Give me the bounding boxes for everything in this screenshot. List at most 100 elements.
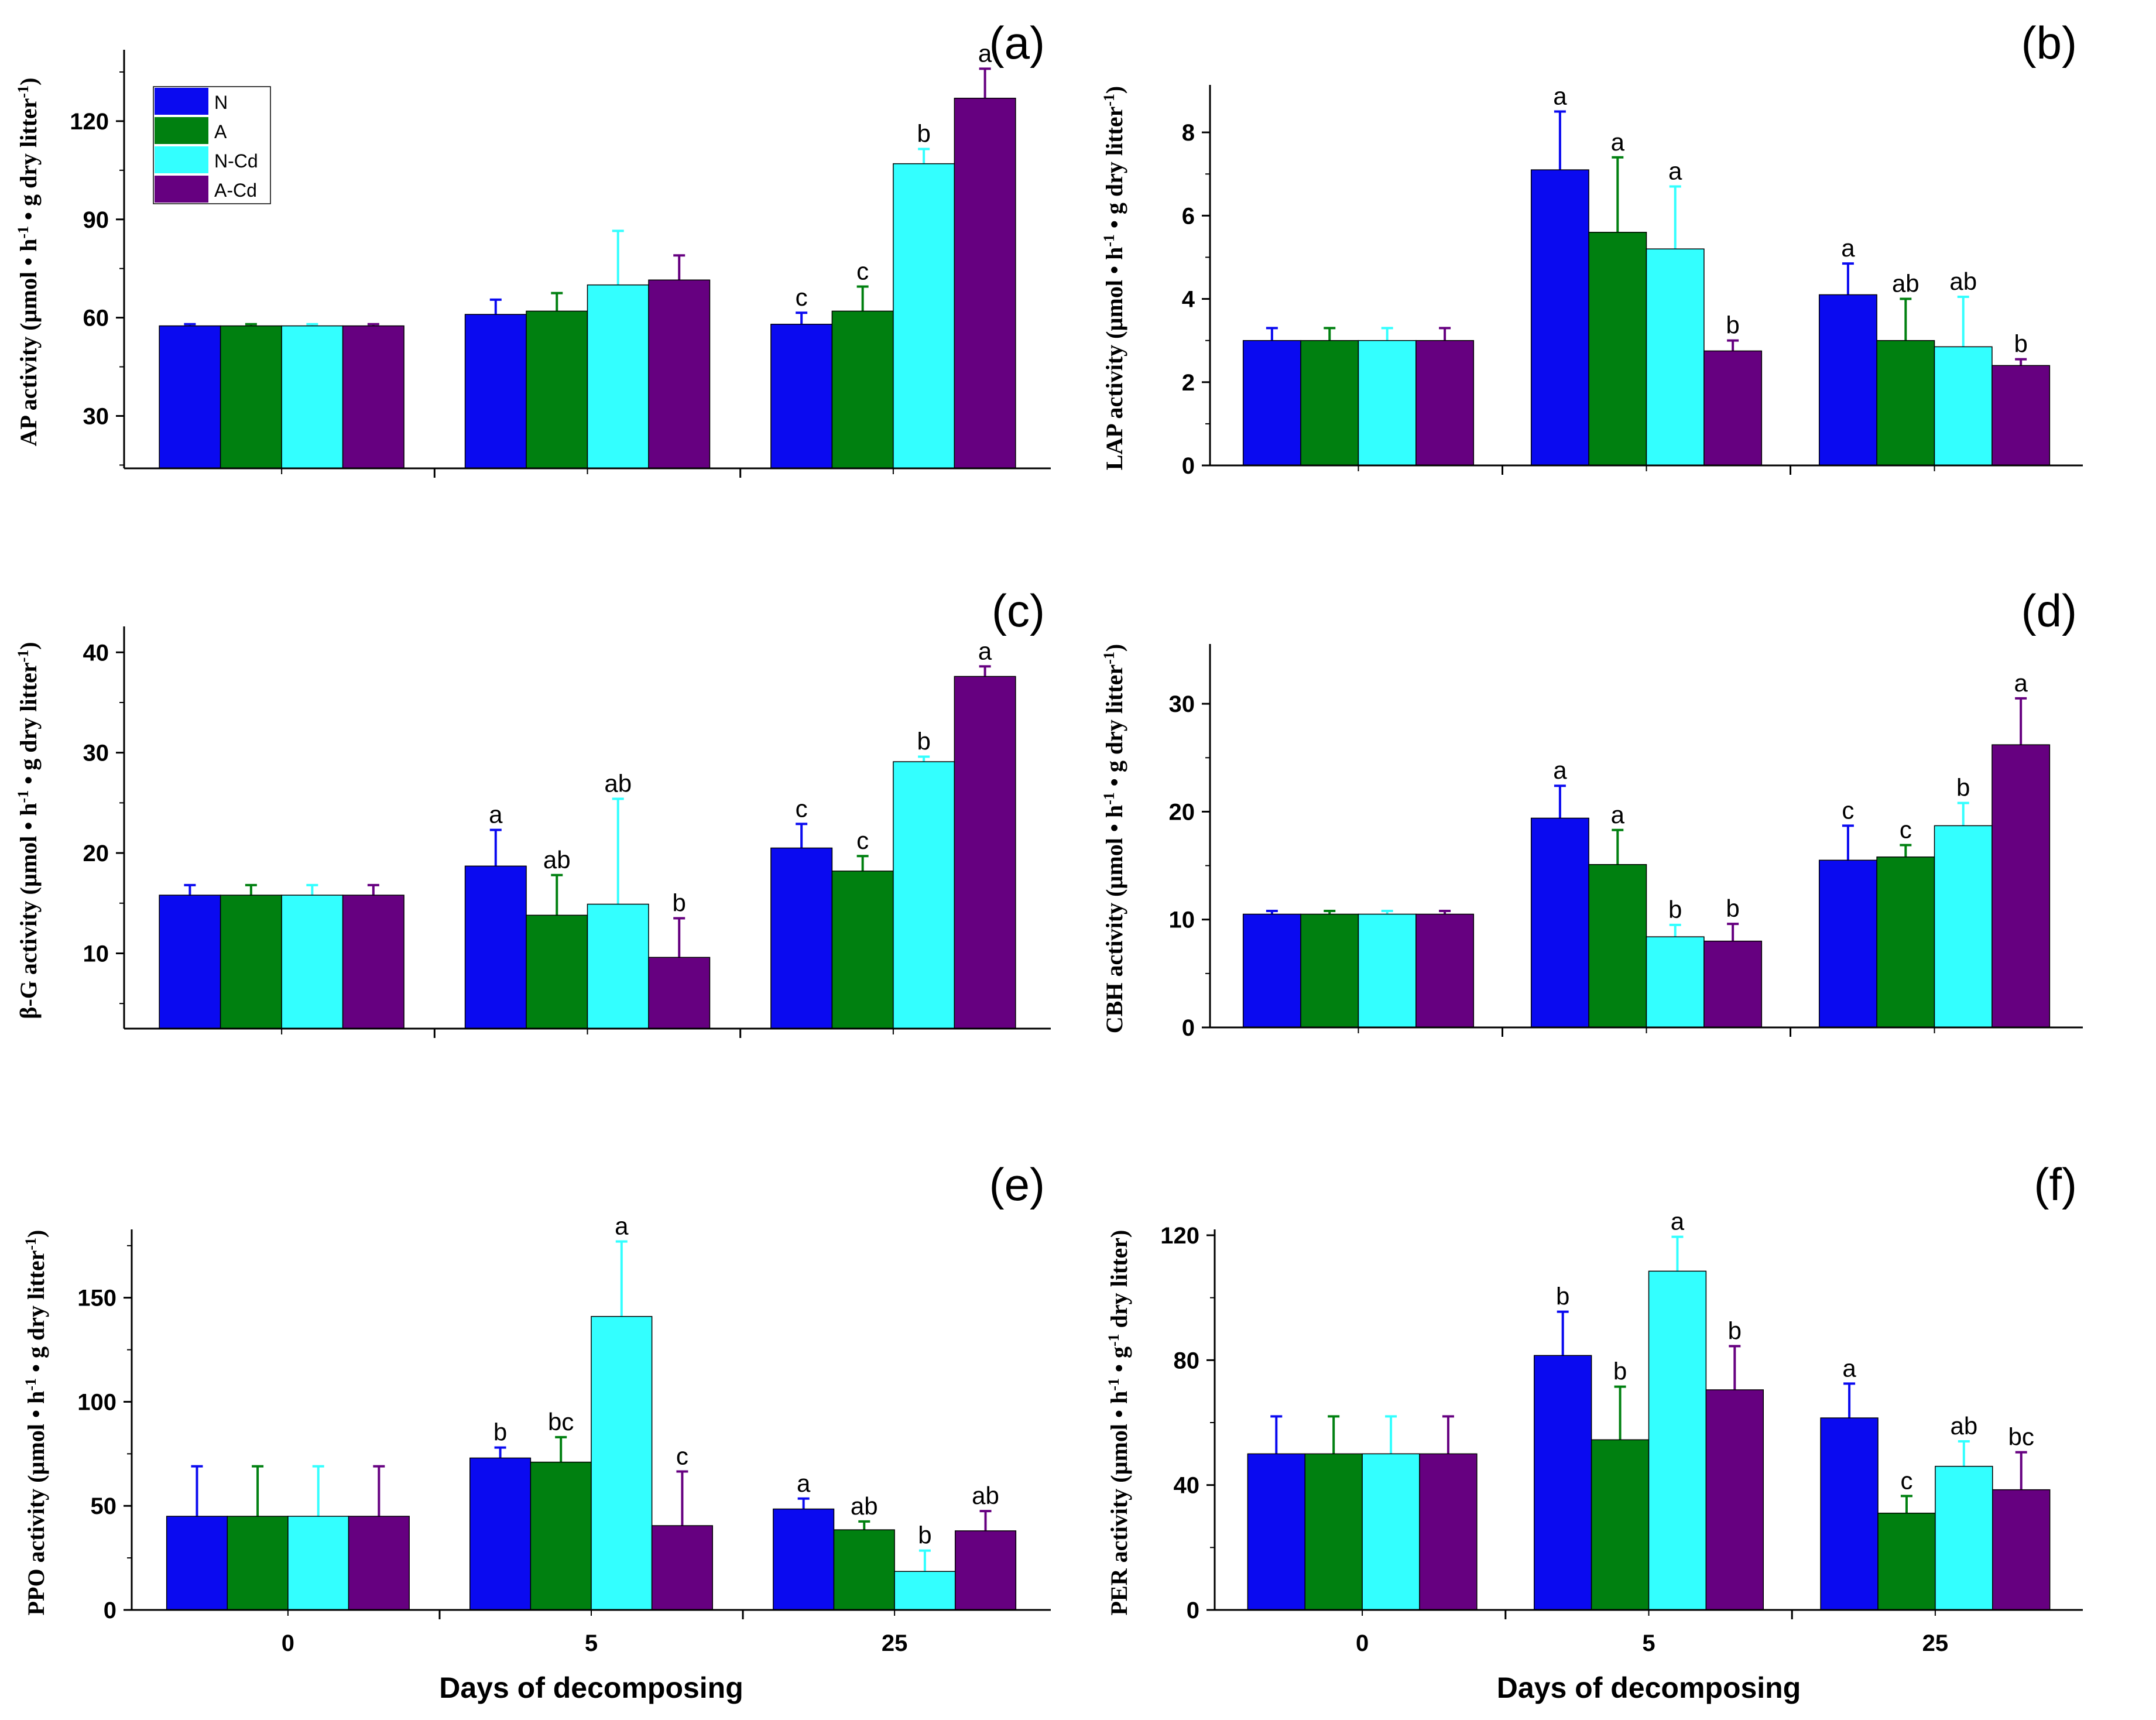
- significance-letter: bc: [2008, 1423, 2034, 1451]
- legend-swatch: [155, 117, 208, 144]
- y-tick-label: 0: [1187, 1598, 1199, 1623]
- panel-label: (a): [989, 17, 1045, 68]
- bar: [1992, 744, 2051, 1028]
- ylabel-superscript: -1: [15, 85, 32, 98]
- significance-letter: ab: [1892, 270, 1920, 297]
- bar: [587, 284, 649, 469]
- bar: [1648, 1270, 1707, 1611]
- x-tick-label: 5: [1642, 1630, 1655, 1656]
- bar: [1820, 1417, 1879, 1611]
- bar: [1530, 817, 1589, 1028]
- ylabel-part: ): [1101, 644, 1127, 652]
- y-tick-label: 2: [1182, 370, 1195, 396]
- significance-letter: ab: [972, 1482, 999, 1509]
- y-tick-label: 80: [1174, 1348, 1200, 1373]
- bar: [833, 1529, 895, 1611]
- significance-letter: c: [1900, 816, 1912, 844]
- y-tick-label: 20: [1169, 799, 1195, 825]
- significance-letter: b: [917, 728, 930, 755]
- bar: [1818, 294, 1877, 466]
- ylabel-part: PPO activity (µmol • h: [23, 1391, 49, 1616]
- bar: [1415, 340, 1475, 466]
- bar: [648, 957, 711, 1029]
- ylabel-part: • g: [1106, 1346, 1132, 1378]
- panel-label: (c): [992, 585, 1045, 636]
- bar: [530, 1461, 592, 1611]
- bar: [1358, 340, 1417, 466]
- significance-letter: c: [856, 827, 869, 854]
- ylabel-superscript: -1: [1101, 792, 1118, 805]
- significance-letter: ab: [543, 846, 571, 873]
- significance-letter: a: [978, 39, 992, 67]
- ylabel-superscript: -1: [1101, 94, 1118, 107]
- bar: [166, 1516, 228, 1611]
- significance-letter: c: [796, 794, 808, 822]
- ylabel-part: dry litter): [1106, 1230, 1132, 1334]
- y-tick-label: 0: [104, 1598, 116, 1623]
- ylabel-part: • g dry litter: [15, 662, 42, 790]
- bar: [1935, 1465, 1993, 1611]
- significance-letter: a: [1553, 83, 1567, 110]
- bar: [1876, 340, 1935, 466]
- bar: [1533, 1355, 1592, 1611]
- bar: [1419, 1453, 1478, 1611]
- significance-letter: b: [1726, 895, 1739, 922]
- panel-label: (e): [989, 1159, 1045, 1210]
- significance-letter: b: [1956, 774, 1970, 801]
- bar: [1242, 913, 1301, 1028]
- legend-swatch: [155, 176, 208, 203]
- ylabel-superscript: -1: [15, 650, 32, 663]
- bar: [1992, 1489, 2051, 1611]
- bar: [1588, 864, 1647, 1028]
- bar: [831, 871, 894, 1029]
- bar: [770, 847, 833, 1029]
- bar: [1415, 913, 1475, 1028]
- bar: [464, 865, 527, 1029]
- y-tick-label: 40: [1174, 1473, 1200, 1499]
- bar: [281, 325, 344, 469]
- significance-letter: b: [493, 1419, 507, 1446]
- y-tick-label: 120: [1160, 1223, 1199, 1249]
- y-tick-label: 100: [77, 1389, 116, 1415]
- panel-label: (f): [2034, 1159, 2077, 1210]
- bar: [1934, 825, 1993, 1028]
- bar: [894, 1571, 956, 1611]
- x-tick-label: 25: [882, 1630, 908, 1656]
- bar: [954, 1530, 1017, 1611]
- y-tick-label: 150: [77, 1286, 116, 1311]
- y-tick-label: 90: [83, 207, 109, 233]
- y-tick-label: 30: [83, 403, 109, 429]
- panel-label: (b): [2021, 17, 2077, 68]
- ylabel-part: • g dry litter: [15, 98, 42, 226]
- bar: [1818, 859, 1877, 1028]
- ylabel-part: ): [15, 78, 42, 85]
- significance-letter: a: [1841, 234, 1855, 262]
- y-tick-label: 0: [1182, 1015, 1195, 1041]
- ylabel-superscript: -1: [15, 790, 32, 803]
- significance-letter: c: [676, 1443, 688, 1470]
- significance-letter: b: [673, 889, 686, 916]
- bar: [227, 1516, 289, 1611]
- bar: [1300, 340, 1359, 466]
- bar: [1247, 1453, 1305, 1611]
- significance-letter: c: [1900, 1467, 1912, 1494]
- y-axis-label: LAP activity (µmol • h-1 • g dry litter-…: [1101, 86, 1128, 471]
- bar: [1358, 913, 1417, 1028]
- bar: [287, 1516, 349, 1611]
- ylabel-part: LAP activity (µmol • h: [1101, 247, 1127, 470]
- y-tick-label: 50: [91, 1493, 117, 1519]
- significance-letter: b: [1726, 311, 1739, 339]
- bar: [342, 895, 405, 1029]
- y-tick-label: 120: [70, 109, 109, 135]
- bar: [893, 761, 955, 1029]
- bar: [220, 325, 282, 469]
- legend-label: N-Cd: [214, 150, 258, 172]
- x-axis-label: Days of decomposing: [439, 1671, 743, 1704]
- bar: [1646, 936, 1705, 1028]
- bar: [1242, 340, 1301, 466]
- bar: [954, 676, 1016, 1029]
- significance-letter: b: [918, 1522, 931, 1549]
- bar: [1588, 232, 1647, 466]
